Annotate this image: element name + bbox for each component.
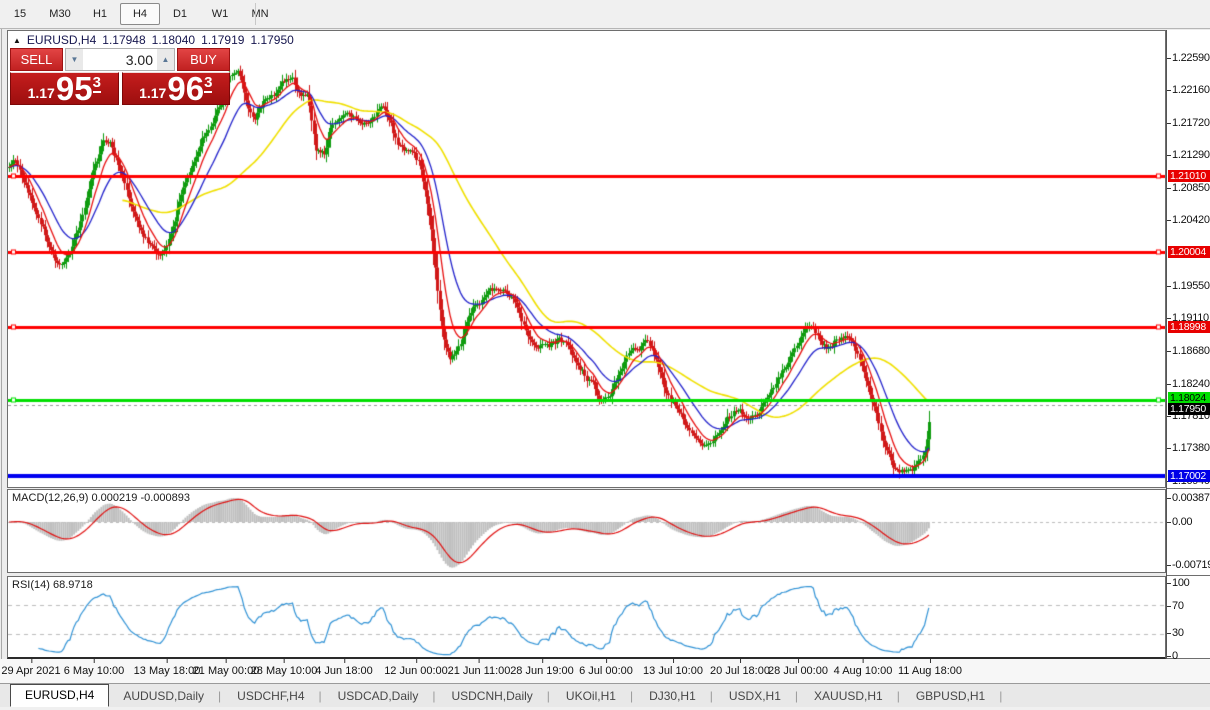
rsi-indicator-panel: RSI(14) 68.9718: [7, 576, 1166, 659]
time-axis-label: 28 Jul 00:00: [768, 659, 828, 677]
price-axis-tick: 1.22160: [1167, 84, 1210, 96]
time-axis-label: 4 Jun 18:00: [315, 659, 373, 677]
sell-price-box[interactable]: 1.17 95 3: [10, 72, 119, 105]
buy-price-pip: 3: [204, 74, 213, 93]
main-chart-panel: ▲ EURUSD,H4 1.17948 1.18040 1.17919 1.17…: [7, 30, 1166, 488]
sell-price-prefix: 1.17: [27, 85, 55, 101]
volume-group: ▼ ▲: [65, 48, 175, 71]
collapse-panel-icon[interactable]: ▲: [13, 35, 21, 45]
chart-tab[interactable]: USDCAD,Daily: [330, 686, 444, 707]
volume-decrease-button[interactable]: ▼: [66, 49, 83, 70]
chart-tab[interactable]: AUDUSD,Daily: [115, 686, 229, 707]
chart-tab[interactable]: XAUUSD,H1: [806, 686, 908, 707]
time-axis-label: 13 May 18:00: [133, 659, 201, 677]
axis-panel-separator: [1167, 488, 1210, 489]
buy-button[interactable]: BUY: [177, 48, 230, 71]
time-axis-label: 20 Jul 18:00: [710, 659, 770, 677]
chart-tab[interactable]: UKOil,H1: [558, 686, 641, 707]
chart-symbol-title: EURUSD,H4: [26, 33, 97, 47]
macd-canvas[interactable]: [8, 490, 1165, 572]
price-axis-tick: 1.18680: [1167, 345, 1210, 357]
time-axis-label: 6 May 10:00: [63, 659, 125, 677]
buy-price-box[interactable]: 1.17 96 3: [121, 70, 230, 107]
rsi-value: 68.9718: [52, 579, 93, 591]
macd-axis-tick: 0.003873: [1167, 492, 1210, 504]
price-axis-tick: 1.20850: [1167, 182, 1210, 194]
volume-input[interactable]: [83, 49, 157, 70]
price-axis-tick: 1.22590: [1167, 52, 1210, 64]
chart-tab[interactable]: DJ30,H1: [641, 686, 721, 707]
window-left-border: [1, 29, 2, 710]
sell-price-big: 95: [55, 70, 93, 107]
footer-strip: [0, 707, 1210, 710]
macd-main-value: 0.000219: [91, 492, 138, 504]
axis-panel-separator: [1167, 658, 1210, 659]
time-axis-label: 12 Jun 00:00: [384, 659, 448, 677]
rsi-label: RSI(14) 68.9718: [12, 579, 93, 591]
timeframe-toolbar: 15 M30 H1 H4 D1 W1 MN: [0, 0, 1210, 29]
timeframe-button[interactable]: M30: [49, 8, 71, 20]
chart-tab[interactable]: USDCHF,H4: [229, 686, 329, 707]
ohlc-high: 1.18040: [151, 33, 196, 47]
timeframe-button[interactable]: 15: [13, 8, 27, 20]
price-axis-tick: 1.21720: [1167, 117, 1210, 129]
macd-label: MACD(12,26,9) 0.000219 -0.000893: [12, 492, 190, 504]
chart-header: ▲ EURUSD,H4 1.17948 1.18040 1.17919 1.17…: [13, 33, 294, 47]
chart-tabs-bar: EURUSD,H4AUDUSD,DailyUSDCHF,H4USDCAD,Dai…: [0, 684, 1210, 707]
sell-price-pip: 3: [92, 74, 101, 93]
price-axis-tick: 1.21290: [1167, 149, 1210, 161]
timeframe-button[interactable]: W1: [211, 8, 229, 20]
chart-tab[interactable]: USDX,H1: [721, 686, 806, 707]
chart-tab[interactable]: GBPUSD,H1: [908, 686, 1010, 707]
price-level-badge: 1.17950: [1168, 403, 1210, 415]
time-axis-label: 29 Apr 2021: [1, 659, 61, 677]
time-axis[interactable]: 29 Apr 2021 6 May 10:00 13 May 18:00 21 May…: [0, 659, 1210, 684]
timeframe-button[interactable]: D1: [172, 8, 188, 20]
rsi-axis-tick: 30: [1167, 627, 1184, 639]
chart-tab[interactable]: EURUSD,H4: [10, 684, 110, 707]
toolbar-divider: [255, 3, 256, 25]
axis-panel-separator: [1167, 575, 1210, 576]
timeframe-button[interactable]: H4: [120, 3, 160, 25]
price-level-badge: 1.18024: [1168, 392, 1210, 404]
rsi-axis-tick: 100: [1167, 577, 1190, 589]
time-axis-label: 21 Jun 11:00: [447, 659, 511, 677]
ohlc-open: 1.17948: [102, 33, 146, 47]
time-axis-label: 21 May 00:00: [192, 659, 260, 677]
time-axis-label: 28 May 10:00: [250, 659, 318, 677]
volume-increase-button[interactable]: ▲: [157, 49, 174, 70]
price-level-badge: 1.20004: [1168, 246, 1210, 258]
rsi-axis-tick: 0: [1167, 650, 1178, 659]
time-axis-label: 6 Jul 00:00: [579, 659, 633, 677]
price-axis-tick: 1.18240: [1167, 378, 1210, 390]
macd-axis-tick: -0.007192: [1167, 559, 1210, 571]
price-axis-tick: 1.17380: [1167, 442, 1210, 454]
price-level-badge: 1.18998: [1168, 321, 1210, 333]
ohlc-low: 1.17919: [201, 33, 245, 47]
time-axis-label: 13 Jul 10:00: [643, 659, 703, 677]
buy-price-big: 96: [167, 70, 205, 107]
time-axis-label: 4 Aug 10:00: [833, 659, 893, 677]
macd-signal-value: -0.000893: [140, 492, 190, 504]
price-level-badge: 1.21010: [1168, 170, 1210, 182]
timeframe-button[interactable]: H1: [92, 8, 108, 20]
sell-button[interactable]: SELL: [10, 48, 63, 71]
one-click-trade-panel: SELL ▼ ▲ BUY 1.17 95 3 1.17 96 3: [10, 48, 230, 105]
macd-indicator-panel: MACD(12,26,9) 0.000219 -0.000893: [7, 489, 1166, 573]
ohlc-close: 1.17950: [250, 33, 294, 47]
chart-tab[interactable]: USDCNH,Daily: [443, 686, 557, 707]
price-level-badge: 1.17002: [1168, 470, 1210, 482]
main-chart-canvas[interactable]: [8, 31, 1165, 487]
rsi-canvas[interactable]: [8, 577, 1165, 657]
price-axis[interactable]: 1.22590 1.22160 1.21720 1.21290 1.20850 …: [1166, 30, 1210, 659]
price-axis-tick: 1.20420: [1167, 214, 1210, 226]
time-axis-label: 11 Aug 18:00: [897, 659, 963, 677]
buy-price-prefix: 1.17: [139, 85, 167, 101]
timeframe-button[interactable]: MN: [251, 8, 269, 20]
time-axis-label: 28 Jun 19:00: [510, 659, 574, 677]
macd-axis-tick: 0.00: [1167, 516, 1193, 528]
rsi-axis-tick: 70: [1167, 600, 1184, 612]
price-axis-tick: 1.19550: [1167, 280, 1210, 292]
